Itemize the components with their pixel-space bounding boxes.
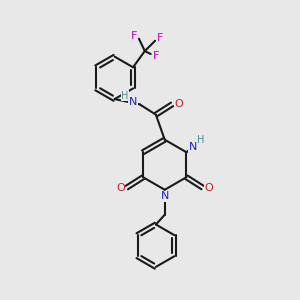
Text: F: F bbox=[157, 33, 164, 43]
Text: N: N bbox=[189, 142, 197, 152]
Text: N: N bbox=[160, 191, 169, 201]
Text: H: H bbox=[121, 91, 129, 100]
Text: F: F bbox=[130, 31, 137, 41]
Text: H: H bbox=[197, 135, 205, 146]
Text: F: F bbox=[153, 51, 159, 62]
Text: O: O bbox=[174, 99, 183, 110]
Text: N: N bbox=[129, 97, 137, 107]
Text: O: O bbox=[116, 182, 125, 193]
Text: O: O bbox=[205, 182, 213, 193]
